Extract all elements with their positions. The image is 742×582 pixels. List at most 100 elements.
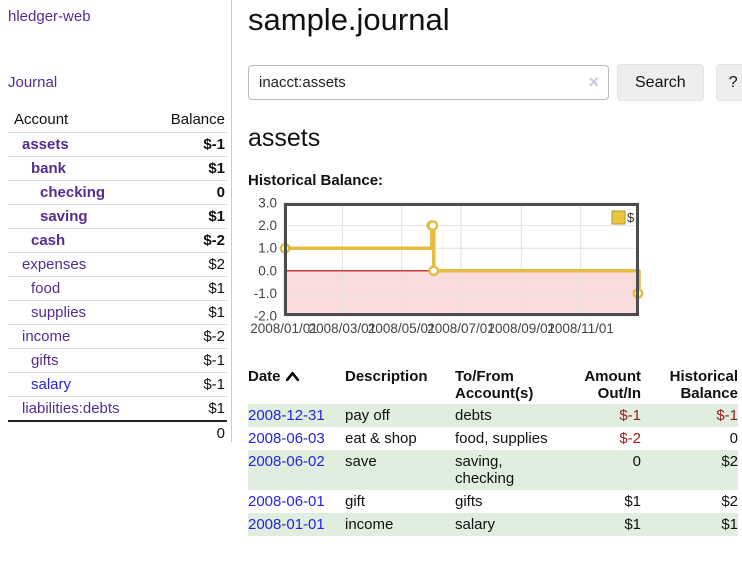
register-balance: $2 xyxy=(721,453,738,470)
register-row: 2008-06-03 eat & shop food, supplies $-2 0 xyxy=(248,427,738,450)
page-title: sample.journal xyxy=(248,2,450,37)
y-axis-tick-label: 0.0 xyxy=(258,263,277,278)
account-row: expenses $2 xyxy=(8,252,227,277)
legend-label: $ xyxy=(627,210,635,225)
accounts-table: Account Balance assets $-1 bank $1 checking 0… xyxy=(8,107,227,445)
y-axis-tick-label: -2.0 xyxy=(254,309,277,324)
x-axis-tick-label: 2008/03/01 xyxy=(309,321,377,336)
y-axis-tick-label: 1.0 xyxy=(258,241,277,256)
account-row: salary $-1 xyxy=(8,372,227,397)
transaction-date-link[interactable]: 2008-01-01 xyxy=(248,516,325,533)
clear-search-icon[interactable]: × xyxy=(588,72,599,92)
register-header-description: Description xyxy=(345,366,455,404)
account-row: cash $-2 xyxy=(8,228,227,253)
account-balance: $1 xyxy=(149,156,227,181)
register-date: 2008-01-01 xyxy=(248,513,345,536)
account-row: saving $1 xyxy=(8,204,227,229)
sidebar: hledger-web Journal Account Balance asse… xyxy=(0,0,232,445)
account-link[interactable]: food xyxy=(31,280,61,297)
register-header-label: Description xyxy=(345,368,428,385)
account-balance: $1 xyxy=(149,276,227,301)
account-link[interactable]: checking xyxy=(40,184,106,201)
register-table: Date Description To/From Account(s) Amount … xyxy=(248,366,738,536)
account-link[interactable]: supplies xyxy=(31,304,87,321)
account-link[interactable]: assets xyxy=(22,136,69,153)
register-description: pay off xyxy=(345,407,390,424)
account-balance: $1 xyxy=(149,204,227,229)
account-link[interactable]: expenses xyxy=(22,256,87,273)
search-input[interactable] xyxy=(248,65,609,100)
register-description: income xyxy=(345,516,394,533)
accounts-header-account: Account xyxy=(14,111,69,128)
register-header-date[interactable]: Date xyxy=(248,366,345,404)
accounts-total-value: 0 xyxy=(149,420,227,445)
register-header-label: Amount Out/In xyxy=(584,368,641,402)
account-section-title: assets xyxy=(248,124,321,152)
register-header-amount: Amount Out/In xyxy=(559,366,641,404)
account-row: checking 0 xyxy=(8,180,227,205)
account-row: food $1 xyxy=(8,276,227,301)
register-header-historical: Historical Balance xyxy=(641,366,738,404)
register-row: 2008-06-02 save saving, checking 0 $2 xyxy=(248,450,738,490)
register-date: 2008-06-03 xyxy=(248,427,345,450)
y-axis-tick-label: 3.0 xyxy=(258,198,277,211)
register-description: eat & shop xyxy=(345,430,417,447)
register-header-to/from: To/From Account(s) xyxy=(455,366,559,404)
register-amount: $-1 xyxy=(619,407,641,424)
x-axis-tick-label: 2008/05/01 xyxy=(368,321,436,336)
account-balance: $-1 xyxy=(149,348,227,373)
account-balance: 0 xyxy=(149,180,227,205)
account-balance: $-1 xyxy=(149,132,227,157)
historical-balance-chart: $3.0 2.0 1.0 0.0 -1.0 -2.0 2008/01/01 2008/03/0… xyxy=(248,196,742,353)
transaction-date-link[interactable]: 2008-06-03 xyxy=(248,430,325,447)
account-link[interactable]: cash xyxy=(31,232,66,249)
register-date: 2008-06-01 xyxy=(248,490,345,513)
register-accounts: debts xyxy=(455,407,492,424)
transaction-date-link[interactable]: 2008-12-31 xyxy=(248,407,325,424)
chart-title: Historical Balance: xyxy=(248,172,384,189)
account-link[interactable]: income xyxy=(22,328,71,345)
account-row: gifts $-1 xyxy=(8,348,227,373)
register-date: 2008-06-02 xyxy=(248,450,345,490)
register-header-label: Date xyxy=(248,368,281,385)
account-link[interactable]: gifts xyxy=(31,352,59,369)
account-link[interactable]: bank xyxy=(31,160,67,177)
account-link[interactable]: saving xyxy=(40,208,88,225)
app-brand-link[interactable]: hledger-web xyxy=(8,8,91,25)
register-amount: $-2 xyxy=(619,430,641,447)
main-content: sample.journal × Search ? assets Histori… xyxy=(232,0,742,582)
transaction-date-link[interactable]: 2008-06-02 xyxy=(248,453,325,470)
account-link[interactable]: salary xyxy=(31,376,72,393)
x-axis-tick-label: 2008/01/01 xyxy=(250,321,318,336)
sort-ascending-icon xyxy=(285,371,299,382)
register-description: save xyxy=(345,453,377,470)
account-row: bank $1 xyxy=(8,156,227,181)
register-balance: $2 xyxy=(721,493,738,510)
register-row: 2008-01-01 income salary $1 $1 xyxy=(248,513,738,536)
register-header-label: To/From Account(s) xyxy=(455,368,534,402)
register-balance: 0 xyxy=(729,430,738,447)
account-row: assets $-1 xyxy=(8,132,227,157)
x-axis-tick-label: 2008/11/01 xyxy=(547,321,614,336)
y-axis-tick-label: 2.0 xyxy=(258,218,277,233)
register-accounts: salary xyxy=(455,516,496,533)
search-button[interactable]: Search xyxy=(617,64,704,101)
register-accounts: gifts xyxy=(455,493,483,510)
account-link[interactable]: liabilities:debts xyxy=(22,400,120,417)
x-axis-tick-label: 2008/07/01 xyxy=(427,321,495,336)
register-amount: $1 xyxy=(624,493,641,510)
help-button[interactable]: ? xyxy=(715,64,742,101)
register-amount: $1 xyxy=(624,516,641,533)
register-header-label: Historical Balance xyxy=(669,368,738,402)
search-input-wrap: × xyxy=(248,65,609,100)
register-accounts: saving, checking xyxy=(455,453,515,487)
account-balance: $-1 xyxy=(149,372,227,397)
accounts-header-balance: Balance xyxy=(170,111,225,128)
transaction-date-link[interactable]: 2008-06-01 xyxy=(248,493,325,510)
legend-swatch xyxy=(611,210,626,225)
account-balance: $1 xyxy=(149,300,227,325)
chart-border xyxy=(284,203,639,316)
register-accounts: food, supplies xyxy=(455,430,548,447)
account-balance: $2 xyxy=(149,252,227,277)
sidebar-item-journal[interactable]: Journal xyxy=(8,74,58,91)
